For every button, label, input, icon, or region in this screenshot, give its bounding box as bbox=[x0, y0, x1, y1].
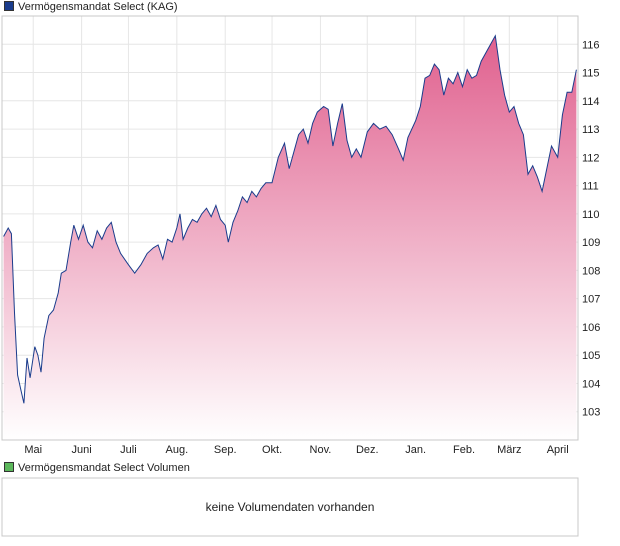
x-tick-label: Aug. bbox=[166, 444, 189, 456]
volume-plot-frame bbox=[1, 477, 579, 537]
volume-legend-swatch bbox=[4, 462, 14, 472]
x-tick-label: Juni bbox=[72, 444, 92, 456]
y-tick-label: 112 bbox=[582, 152, 600, 164]
volume-legend-label: Vermögensmandat Select Volumen bbox=[18, 462, 190, 474]
x-tick-label: März bbox=[497, 444, 521, 456]
x-tick-label: Mai bbox=[24, 444, 42, 456]
y-tick-label: 110 bbox=[582, 209, 600, 221]
x-axis-labels: Mai Juni Juli Aug. Sep. Okt. Nov. Dez. Jan. Feb. M… bbox=[24, 444, 568, 456]
x-tick-label: Nov. bbox=[310, 444, 332, 456]
no-volume-message: keine Volumendaten vorhanden bbox=[205, 500, 375, 514]
x-tick-label: April bbox=[547, 444, 569, 456]
x-tick-label: Dez. bbox=[356, 444, 379, 456]
y-tick-label: 108 bbox=[582, 265, 600, 277]
price-legend-label: Vermögensmandat Select (KAG) bbox=[18, 1, 178, 13]
y-tick-label: 109 bbox=[582, 237, 600, 249]
x-tick-label: Okt. bbox=[262, 444, 282, 456]
y-tick-label: 105 bbox=[582, 350, 600, 362]
x-tick-label: Juli bbox=[120, 444, 137, 456]
price-legend-swatch bbox=[4, 1, 14, 11]
x-tick-label: Jan. bbox=[405, 444, 426, 456]
y-tick-label: 116 bbox=[582, 39, 600, 51]
price-line bbox=[3, 34, 577, 404]
y-tick-label: 103 bbox=[582, 407, 600, 419]
y-tick-label: 104 bbox=[582, 378, 600, 390]
y-tick-label: 115 bbox=[582, 68, 600, 80]
y-axis-labels: 103 104 105 106 107 108 109 110 111 112 113 114 115 1… bbox=[582, 39, 600, 418]
y-tick-label: 107 bbox=[582, 294, 600, 306]
y-tick-label: 114 bbox=[582, 96, 600, 108]
y-tick-label: 111 bbox=[582, 181, 599, 193]
volume-legend: Vermögensmandat Select Volumen bbox=[4, 461, 190, 475]
price-plot-frame bbox=[1, 15, 579, 441]
y-tick-label: 106 bbox=[582, 322, 600, 334]
x-tick-label: Sep. bbox=[214, 444, 237, 456]
price-area-fill bbox=[3, 35, 577, 441]
price-legend: Vermögensmandat Select (KAG) bbox=[4, 0, 178, 14]
y-tick-label: 113 bbox=[582, 124, 600, 136]
x-tick-label: Feb. bbox=[453, 444, 475, 456]
